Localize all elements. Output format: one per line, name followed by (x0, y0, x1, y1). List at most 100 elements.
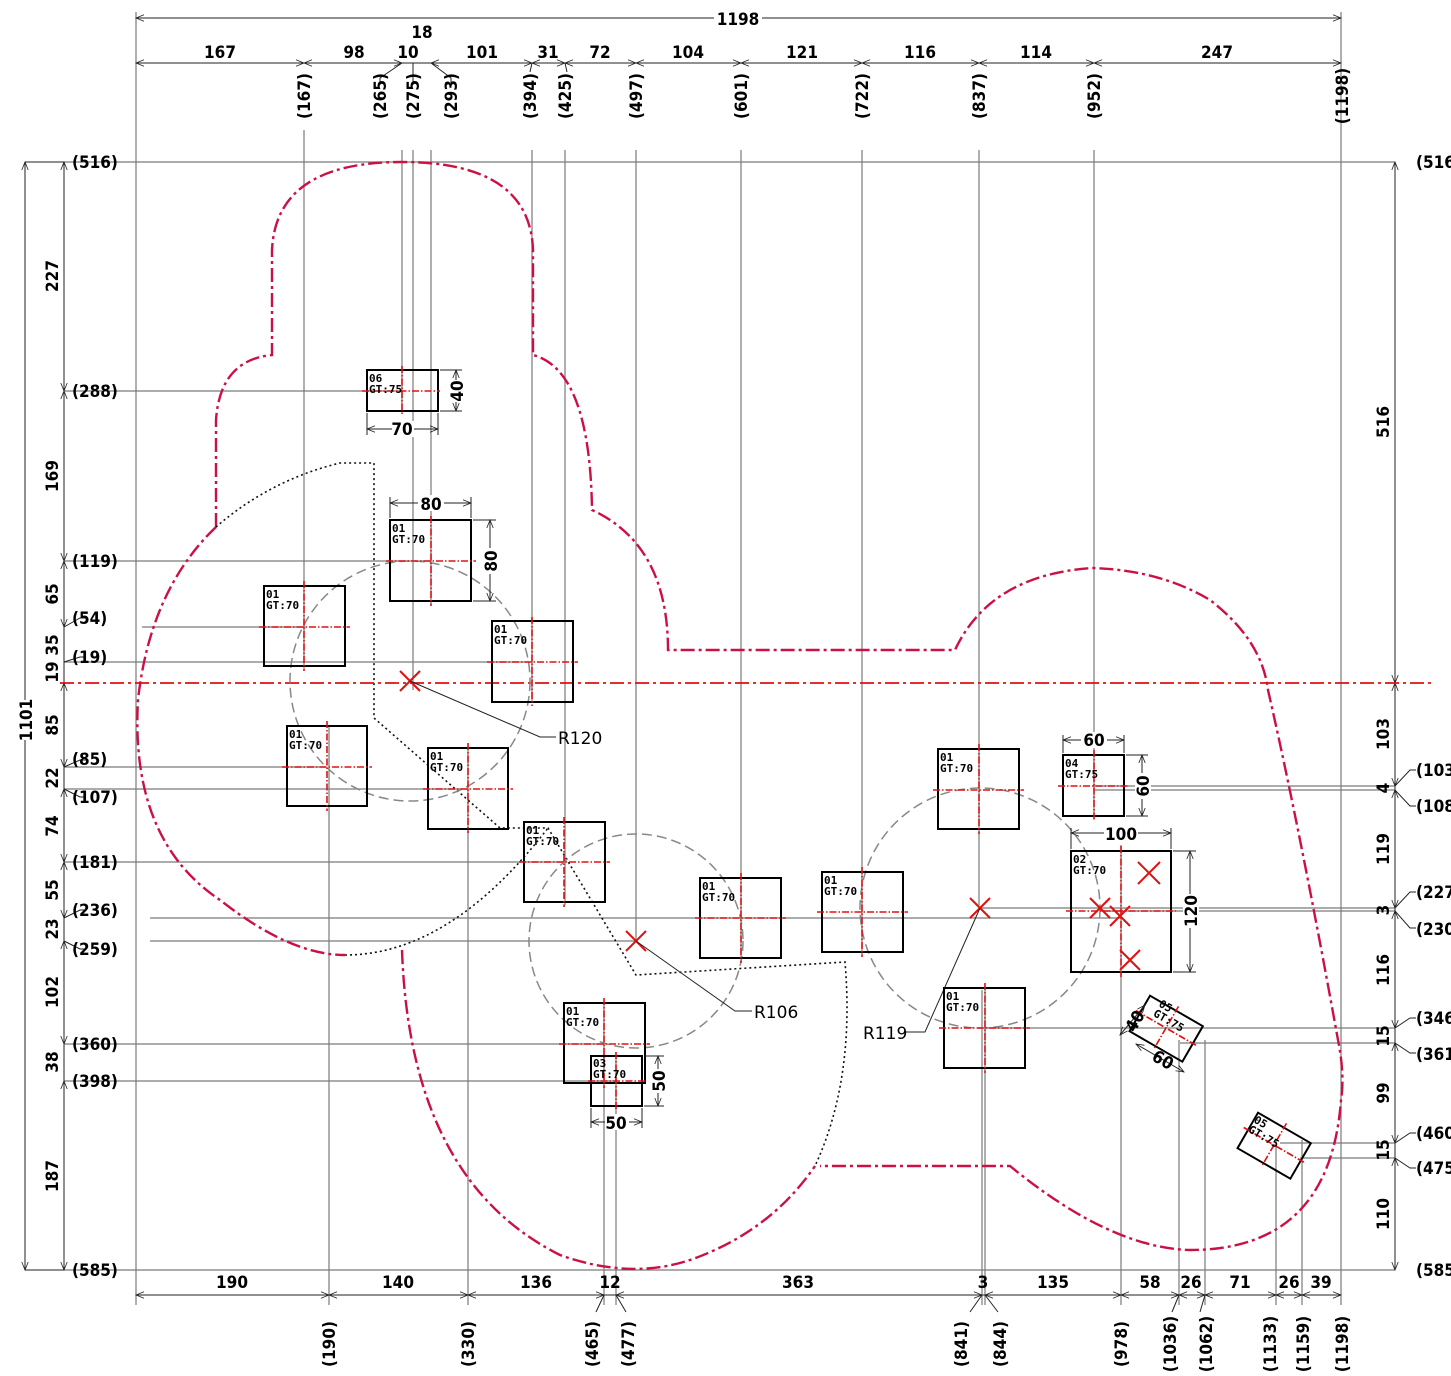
part-05-width: 60 (1148, 1047, 1176, 1075)
part-01-i[interactable] (559, 998, 650, 1088)
top-ordinate-9: (837) (970, 73, 990, 119)
left-dim-9: 23 (43, 918, 63, 939)
part-code: 01 (526, 824, 540, 837)
bottom-ordinate-3: (477) (619, 1321, 639, 1367)
left-ordinate-texts: (516) (288) (119) (54) (19) (85) (107) (181) (23… (72, 153, 118, 1281)
left-ordinate-3: (54) (72, 609, 107, 629)
right-ordinate-3: (227 (1416, 883, 1451, 903)
part-01-k[interactable] (939, 983, 1030, 1073)
part-gt: GT:70 (266, 599, 299, 612)
bottom-dim-5: 3 (978, 1273, 989, 1293)
right-dim-1: 103 (1374, 718, 1394, 750)
left-ordinate-8: (236) (72, 901, 118, 921)
part-01-b[interactable] (259, 581, 350, 671)
part-gt: GT:75 (369, 383, 402, 396)
right-dim-9: 110 (1374, 1198, 1394, 1230)
part-06-height: 40 (448, 380, 468, 401)
part-code: 03 (593, 1057, 606, 1070)
part-01-j[interactable] (933, 744, 1024, 834)
part-01-c[interactable] (487, 617, 578, 706)
right-dim-8: 15 (1374, 1139, 1394, 1160)
radius-label-r106: R106 (754, 1003, 798, 1023)
bottom-dim-0: 190 (216, 1273, 248, 1293)
part-01-d[interactable] (282, 721, 372, 811)
top-overall-dim-label: 1198 (717, 10, 760, 30)
part-01-e[interactable] (423, 743, 513, 833)
right-ordinate-4: (230 (1416, 920, 1451, 940)
part-01-h[interactable] (817, 867, 908, 957)
part-03[interactable] (588, 1052, 646, 1110)
part-01-g[interactable] (695, 873, 786, 963)
right-ordinate-9: (585) (1416, 1261, 1451, 1281)
right-ordinate-texts: (516) (103 (108 (227 (230 (346 (361 (460 (475 (58… (1416, 153, 1451, 1281)
left-ordinate-5: (85) (72, 750, 107, 770)
top-ordinate-7: (601) (732, 73, 752, 119)
top-ordinate-5: (425) (556, 73, 576, 119)
bottom-ordinate-9: (1133) (1261, 1316, 1281, 1373)
bottom-ordinate-2: (465) (583, 1321, 603, 1367)
top-ordinate-4: (394) (521, 73, 541, 119)
part-code: 01 (289, 728, 303, 741)
left-ordinate-10: (360) (72, 1035, 118, 1055)
right-ordinate-2: (108 (1416, 797, 1451, 817)
part-06[interactable] (362, 366, 440, 414)
left-dim-11: 38 (43, 1051, 63, 1072)
left-dim-7: 74 (43, 815, 63, 836)
bottom-dim-1: 140 (382, 1273, 414, 1293)
part-code: 01 (940, 751, 954, 764)
part-outline-left (136, 526, 346, 957)
top-dim-101: 101 (466, 43, 498, 63)
part-06-width: 70 (391, 420, 412, 440)
left-ordinate-4: (19) (72, 648, 107, 668)
left-dim-6: 22 (43, 767, 63, 788)
part-01-width: 80 (420, 495, 441, 515)
part-05-height: 40 (1122, 1007, 1150, 1035)
right-ordinate-1: (103 (1416, 761, 1451, 781)
part-gt: GT:70 (946, 1001, 979, 1014)
bottom-dimension-texts: 190 140 136 12 363 3 135 58 26 71 26 39 (216, 1273, 1332, 1293)
bottom-dim-10: 26 (1278, 1273, 1299, 1293)
bottom-dim-7: 58 (1139, 1273, 1160, 1293)
part-gt: GT:70 (593, 1068, 626, 1081)
left-dim-2: 65 (43, 583, 63, 604)
left-dim-8: 55 (43, 879, 63, 900)
right-dim-3: 119 (1374, 833, 1394, 865)
part-code: 01 (392, 522, 406, 535)
left-overall-dim: 1101 (17, 699, 37, 742)
part-gt: GT:70 (824, 885, 857, 898)
top-dim-247: 247 (1201, 43, 1233, 63)
part-gt: GT:70 (392, 533, 425, 546)
left-ordinate-1: (288) (72, 382, 118, 402)
bottom-dim-6: 135 (1037, 1273, 1069, 1293)
part-code: 05 (1157, 997, 1175, 1015)
top-ordinate-1: (265) (371, 73, 391, 119)
part-02-height: 120 (1182, 895, 1202, 927)
part-code: 06 (369, 372, 383, 385)
top-ordinate-texts: (167) (265) (275) (293) (394) (425) (497) (601)… (295, 68, 1353, 125)
right-dimension-lines (1395, 162, 1416, 1270)
part-02[interactable] (1066, 846, 1176, 977)
bottom-ordinate-1: (330) (459, 1321, 479, 1367)
part-code: 05 (1252, 1113, 1270, 1131)
top-ordinate-3: (293) (442, 73, 462, 119)
part-01-a[interactable] (386, 516, 476, 606)
radius-circle-r106 (528, 833, 744, 1049)
part-code: 01 (824, 874, 838, 887)
left-ordinate-2: (119) (72, 552, 118, 572)
part-01-height: 80 (482, 550, 502, 571)
radius-leaders (409, 680, 981, 1033)
part-05-b[interactable] (1231, 1106, 1317, 1184)
part-04[interactable] (1058, 750, 1128, 820)
left-dim-5: 85 (43, 714, 63, 735)
top-dim-72: 72 (589, 43, 610, 63)
right-dimension-texts: 516 103 4 119 3 116 15 99 15 110 (1374, 406, 1394, 1230)
part-outline-bottom (400, 949, 816, 1271)
part-01-f[interactable] (519, 817, 610, 907)
